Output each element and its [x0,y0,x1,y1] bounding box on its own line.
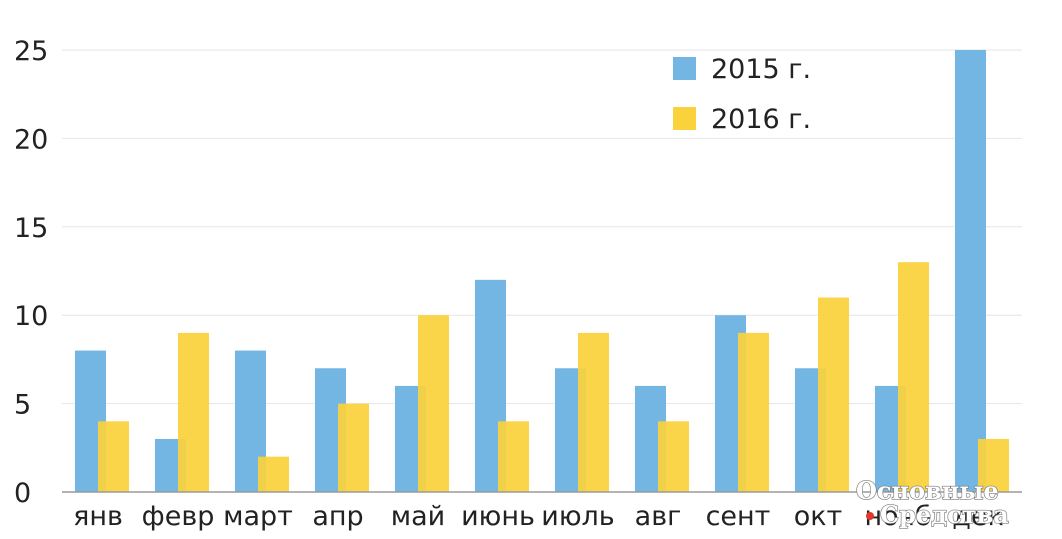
x-tick-label: май [391,501,445,532]
bar-series2-3 [338,403,369,492]
legend-swatch [673,57,696,80]
bar-series2-4 [418,315,449,492]
bar-series2-10 [898,262,929,492]
y-tick-label: 20 [14,124,48,155]
bar-series2-0 [98,421,129,492]
bar-series2-5 [498,421,529,492]
x-tick-label: сент [706,501,771,532]
bar-series1-11 [955,50,986,492]
x-tick-label: апр [312,501,363,532]
watermark-dot [866,512,874,520]
y-axis-ticks: 0 5 10 15 20 25 [14,36,48,509]
watermark-logo: Основные Средства [855,475,1009,529]
bar-series2-9 [818,297,849,492]
x-axis-labels: янв февр март апр май июнь июль авг сент окт нояб д… [73,501,1004,532]
bar-series2-8 [738,332,769,492]
bar-series2-2 [258,456,289,492]
x-tick-label: июль [541,501,614,532]
bar-series2-6 [578,332,609,492]
legend: 2015 г. 2016 г. [673,54,811,135]
legend-label: 2015 г. [711,54,811,85]
x-tick-label: февр [142,501,215,532]
bar-series2-7 [658,421,689,492]
watermark-line2: Средства [880,500,1009,529]
y-tick-label: 0 [14,478,31,509]
x-tick-label: авг [635,501,682,532]
y-tick-label: 15 [14,213,48,244]
y-tick-label: 5 [14,390,31,421]
y-tick-label: 10 [14,301,48,332]
bar-series2-11 [978,438,1009,492]
legend-label: 2016 г. [711,104,811,135]
x-tick-label: июнь [461,501,535,532]
legend-swatch [673,107,696,130]
bars [75,50,1009,492]
x-tick-label: дек [952,501,1004,532]
x-tick-label: окт [794,501,843,532]
y-tick-label: 25 [14,36,48,67]
watermark-line1: Основные [856,476,999,505]
x-tick-label: янв [73,501,123,532]
bar-series2-1 [178,332,209,492]
gridlines [62,49,1022,405]
x-tick-label: нояб [864,501,931,532]
x-tick-label: март [223,501,293,532]
